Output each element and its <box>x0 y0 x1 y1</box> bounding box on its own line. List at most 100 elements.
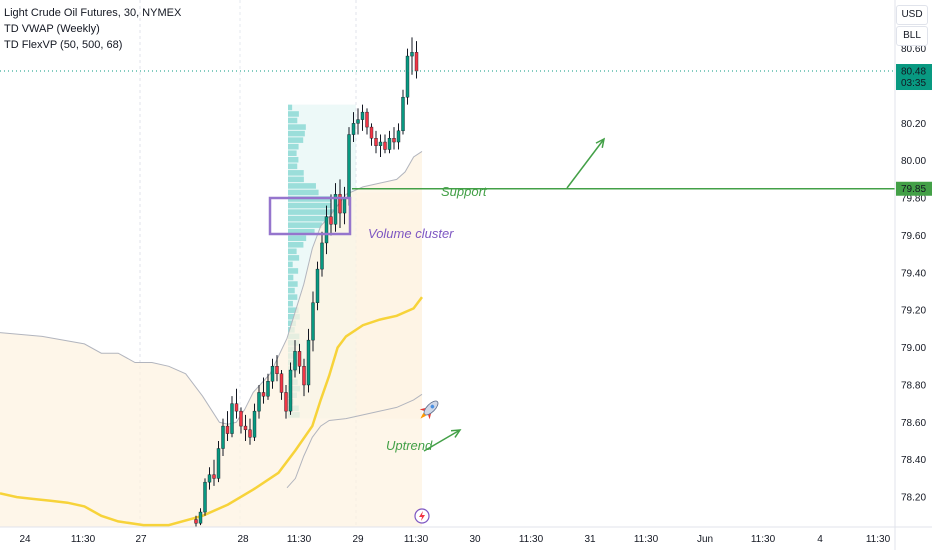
candle-body <box>252 410 257 438</box>
time-tick-label: 30 <box>469 534 481 545</box>
candle-body <box>356 119 360 124</box>
time-tick-label: 11:30 <box>634 534 659 545</box>
time-tick-label: 29 <box>352 534 364 545</box>
unit-button[interactable]: BLL <box>896 26 928 46</box>
time-tick-label: 11:30 <box>519 534 544 545</box>
candle-body <box>275 366 279 374</box>
candle-body <box>338 194 342 214</box>
indicator-vwap-label[interactable]: TD VWAP (Weekly) <box>4 23 100 35</box>
rocket-fin <box>419 408 426 411</box>
volume-cluster-label: Volume cluster <box>368 226 454 241</box>
candle-body <box>347 134 351 199</box>
last-price-value: 80.48 <box>901 67 926 78</box>
price-tick-label: 80.00 <box>901 156 926 167</box>
time-tick-label: 28 <box>237 534 249 545</box>
candle-body <box>302 366 306 386</box>
volume-profile-bar <box>288 274 294 281</box>
candle-body <box>203 481 207 513</box>
uptrend-label: Uptrend <box>386 438 433 453</box>
volume-profile-bar <box>288 117 298 124</box>
volume-profile-bar <box>288 215 329 222</box>
price-tick-label: 79.40 <box>901 268 926 279</box>
candle-body <box>378 141 383 146</box>
candle-body <box>216 448 221 479</box>
time-tick-label: 11:30 <box>287 534 312 545</box>
candle-body <box>405 55 410 98</box>
rocket-icon <box>419 400 439 420</box>
candle-body <box>261 392 266 397</box>
volume-profile-bar <box>288 307 299 313</box>
volume-profile-bar <box>288 255 300 261</box>
candle-body <box>284 392 288 412</box>
volume-profile-bar <box>288 268 299 274</box>
candle-body <box>198 511 203 524</box>
symbol-title[interactable]: Light Crude Oil Futures, 30, NYMEX <box>4 7 182 19</box>
trend-arrow-lower-head <box>450 429 462 438</box>
candle-body <box>270 366 275 382</box>
support-price-tag <box>896 181 932 196</box>
vwap-lower-band <box>286 393 423 489</box>
candle-body <box>239 410 243 427</box>
chart-legend: Light Crude Oil Futures, 30, NYMEX TD VW… <box>4 5 181 53</box>
candle-body <box>212 474 216 479</box>
candle-body <box>401 96 405 132</box>
volume-profile-bar <box>288 137 304 143</box>
volume-profile-bar <box>288 156 299 163</box>
vwap-line <box>0 296 424 527</box>
volume-profile-bar <box>288 209 335 215</box>
candle-body <box>324 216 329 244</box>
candle-body <box>387 138 392 150</box>
currency-button[interactable]: USD <box>896 5 928 25</box>
candle-body <box>396 130 401 143</box>
lightning-icon <box>414 508 430 524</box>
candle-body <box>293 351 297 371</box>
support-price-value: 79.85 <box>901 184 926 195</box>
trend-arrow-upper <box>566 138 605 189</box>
volume-profile-bar <box>288 176 304 183</box>
volume-profile-bar <box>288 300 293 307</box>
candle-body <box>329 216 333 225</box>
candle-body <box>230 403 234 434</box>
candle-body <box>311 302 315 341</box>
time-tick-label: 11:30 <box>71 534 96 545</box>
candle-body <box>342 197 347 214</box>
candle-body <box>333 194 338 225</box>
candle-body <box>383 141 387 150</box>
candle-body <box>194 519 198 524</box>
volume-profile-bar <box>288 235 307 242</box>
lightning-bolt <box>419 511 425 521</box>
time-tick-label: Jun <box>697 534 713 545</box>
candle-body <box>266 381 270 397</box>
price-tick-label: 78.80 <box>901 380 926 391</box>
candle-body <box>360 111 365 120</box>
volume-profile-bar <box>288 143 299 150</box>
volume-cluster-box <box>268 196 352 236</box>
candle-body <box>279 373 284 393</box>
volume-profile-bar <box>288 294 298 300</box>
rocket-window <box>430 404 435 409</box>
time-tick-label: 4 <box>817 534 823 545</box>
candle-body <box>320 242 324 270</box>
price-tick-label: 78.20 <box>901 493 926 504</box>
trend-arrow-upper-head <box>595 137 606 148</box>
candle-body <box>257 392 261 412</box>
volume-profile-bar <box>288 261 293 268</box>
price-tick-label: 78.40 <box>901 455 926 466</box>
candle-body <box>221 425 225 449</box>
time-tick-label: 11:30 <box>404 534 429 545</box>
trend-arrow-lower <box>423 429 461 452</box>
candle-body <box>315 268 320 303</box>
candle-body <box>248 429 252 438</box>
candle-body <box>410 52 414 57</box>
volume-profile-bar <box>288 228 315 235</box>
volume-profile-bar <box>288 170 304 176</box>
volume-profile-bar <box>288 104 293 111</box>
price-tick-label: 80.60 <box>901 44 926 55</box>
bar-countdown: 03:35 <box>901 78 926 89</box>
price-tick-label: 79.00 <box>901 343 926 354</box>
candle-body <box>306 339 311 386</box>
indicator-flexvp-label[interactable]: TD FlexVP (50, 500, 68) <box>4 39 123 51</box>
support-label: Support <box>441 184 488 199</box>
